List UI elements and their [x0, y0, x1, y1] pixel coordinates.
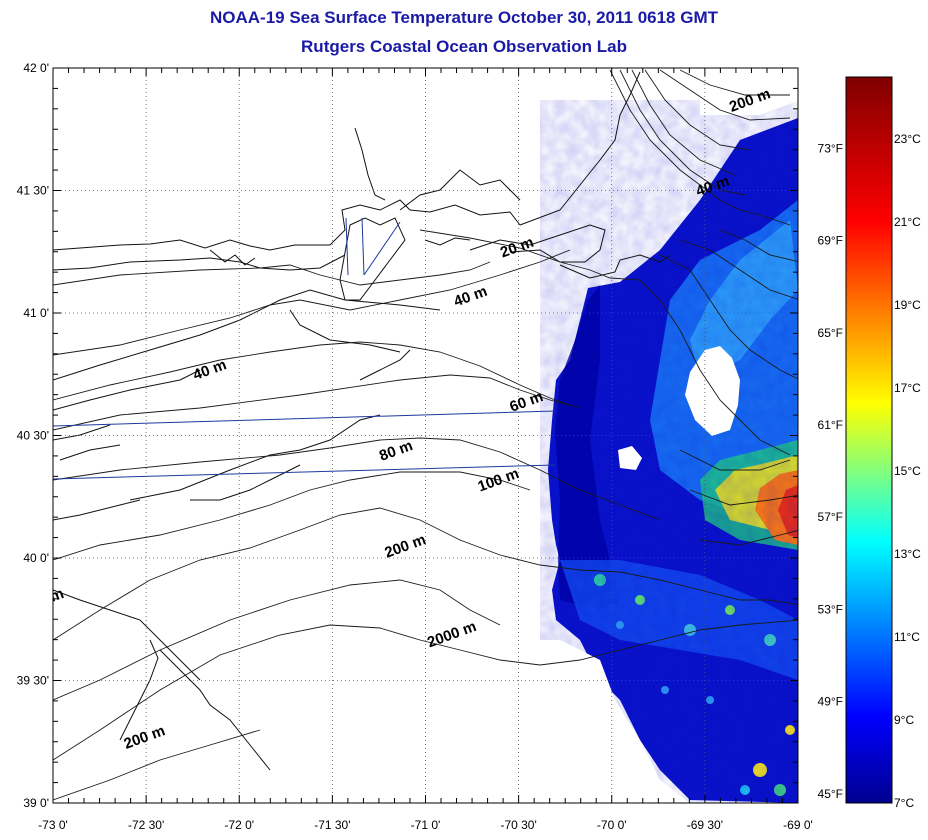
lat-tick-label: 39 30'	[17, 674, 49, 688]
colorbar-fahrenheit-label: 57°F	[818, 510, 843, 524]
colorbar-fahrenheit-label: 69°F	[818, 234, 843, 248]
axis-labels: -73 0' -72 30' -72 0' -71 30' -71 0' -70 30' -…	[17, 61, 813, 832]
cloud-gap-small	[618, 446, 642, 470]
lon-tick-label: -72 30'	[128, 818, 164, 832]
isobath-label: 2000 m	[425, 618, 479, 651]
lat-tick-label: 41 30'	[17, 184, 49, 198]
colorbar-fahrenheit-label: 61°F	[818, 418, 843, 432]
lon-tick-label: -69 0'	[783, 818, 813, 832]
lat-tick-label: 40 30'	[17, 429, 49, 443]
isobaths	[53, 69, 798, 801]
track-lines	[53, 217, 556, 480]
colorbar-celsius-label: 7°C	[894, 796, 914, 810]
colorbar-fahrenheit-label: 45°F	[818, 787, 843, 801]
lon-tick-label: -73 0'	[38, 818, 68, 832]
lon-tick-label: -70 0'	[597, 818, 627, 832]
lat-tick-label: 42 0'	[23, 61, 49, 75]
coastline	[53, 71, 671, 771]
lon-tick-label: -70 30'	[500, 818, 536, 832]
colorbar-celsius-label: 19°C	[894, 298, 921, 312]
colorbar-celsius-label: 17°C	[894, 381, 921, 395]
track-line-lower	[53, 464, 556, 480]
isobath-label: 200 m	[382, 531, 428, 562]
colorbar-celsius-label: 21°C	[894, 215, 921, 229]
colorbar-celsius-label: 15°C	[894, 464, 921, 478]
colorbar-celsius-label: 9°C	[894, 713, 914, 727]
track-line-v2	[361, 217, 365, 276]
isobath-label: 200 m	[122, 722, 168, 753]
colorbar-celsius-label: 11°C	[894, 630, 920, 644]
colorbar-celsius-label: 23°C	[894, 132, 921, 146]
colorbar-fahrenheit-label: 53°F	[818, 602, 843, 616]
lat-tick-label: 41 0'	[23, 306, 49, 320]
map-title: NOAA-19 Sea Surface Temperature October …	[209, 8, 719, 27]
track-line-upper	[53, 410, 556, 427]
map-subtitle: Rutgers Coastal Ocean Observation Lab	[301, 37, 627, 56]
lon-tick-label: -72 0'	[224, 818, 254, 832]
isobath-label: m	[48, 585, 66, 606]
isobath-label: 80 m	[377, 437, 415, 465]
lon-tick-label: -69 30'	[687, 818, 723, 832]
track-line-v3	[363, 221, 401, 276]
lon-tick-label: -71 0'	[411, 818, 441, 832]
isobath-label: 100 m	[476, 465, 522, 496]
colorbar-labels: 23°C 21°C 19°C 17°C 15°C 13°C 11°C 9°C 7°C 73°F 69…	[818, 132, 922, 810]
axis-ticks	[52, 67, 799, 804]
lat-tick-label: 39 0'	[23, 796, 49, 810]
cloud-gap-nw	[700, 68, 798, 115]
colorbar-fahrenheit-label: 65°F	[818, 326, 843, 340]
isobath-label: 40 m	[452, 283, 490, 311]
colorbar-celsius-label: 13°C	[894, 547, 921, 561]
lon-tick-label: -71 30'	[314, 818, 350, 832]
lat-tick-label: 40 0'	[23, 551, 49, 565]
colorbar-fahrenheit-label: 49°F	[818, 695, 843, 709]
colorbar-fahrenheit-label: 73°F	[818, 141, 843, 155]
colorbar: 23°C 21°C 19°C 17°C 15°C 13°C 11°C 9°C 7°C 73°F 69…	[818, 76, 922, 810]
colorbar-gradient	[845, 76, 893, 804]
track-line-v1	[345, 217, 349, 276]
graticule	[53, 68, 798, 803]
sst-field	[540, 68, 798, 803]
isobath-label: 20 m	[498, 234, 536, 262]
isobath-label: 40 m	[191, 356, 229, 384]
